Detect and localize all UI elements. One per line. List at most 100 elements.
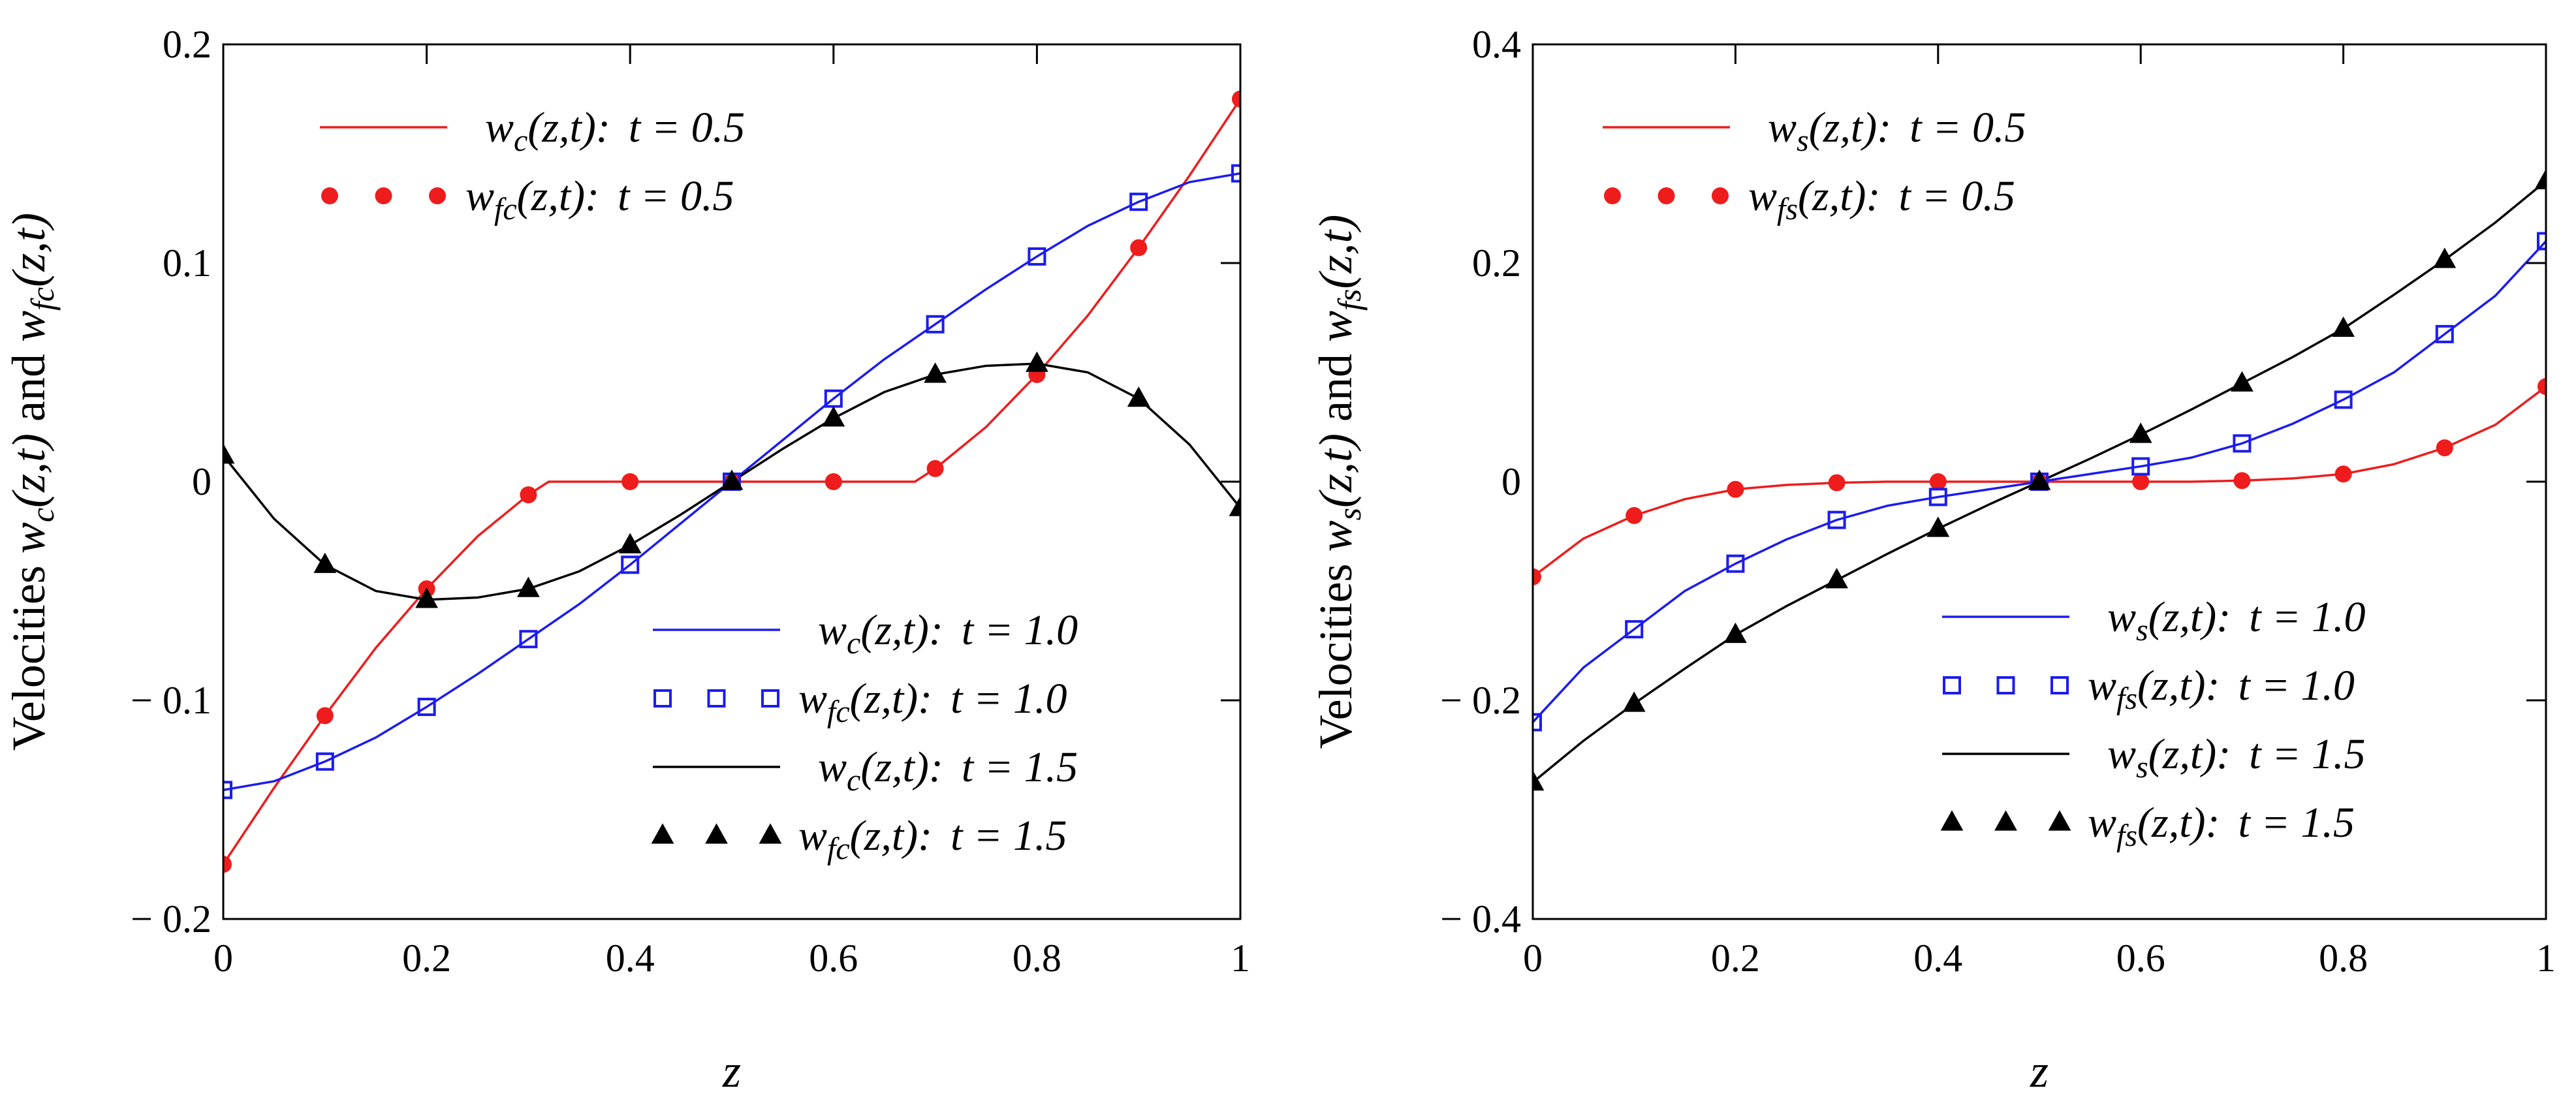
label-part: t = 0.5	[1909, 104, 2026, 151]
legend-swatch-wfs15	[1940, 810, 1964, 831]
label-part: (z,t)	[1310, 433, 1362, 508]
label-part: w	[3, 522, 55, 553]
data-point-wfc15	[1229, 495, 1240, 516]
data-point-wfs10	[1827, 510, 1846, 529]
data-point-wfs15	[1724, 622, 1747, 644]
data-point-wfc15	[415, 587, 438, 608]
label-part: w	[798, 812, 827, 860]
left-chart-panel: − 0.2 − 0.1 0 0.1 0.2 0 0.2 0.4 0.6 0.8 1 z Velociti…	[3, 23, 1250, 1097]
label-part: w	[3, 311, 55, 342]
data-point-wfs15	[2433, 247, 2457, 268]
data-point-wfc10	[315, 752, 334, 771]
legend-label-wc10: wc(z,t): t = 1.0	[818, 606, 1078, 661]
data-point-wfc15	[822, 406, 845, 427]
label-part: t = 1.0	[950, 675, 1067, 723]
x-tick-label: 0.2	[402, 937, 451, 980]
data-point-wfc10	[519, 630, 538, 649]
y-tick-label: 0	[1501, 460, 1521, 503]
data-point-wfc10	[621, 555, 640, 574]
y-tick-label: − 0.2	[131, 897, 212, 941]
label-part: fc	[827, 694, 850, 729]
label-part: (z,t):	[527, 104, 610, 151]
label-part: s	[2136, 613, 2148, 647]
data-point-wfs15	[2332, 316, 2355, 337]
legend-swatch-wfc10	[707, 689, 726, 708]
legend-label-ws15: ws(z,t): t = 1.5	[2107, 730, 2366, 785]
x-tick-label: 0.4	[1913, 937, 1962, 980]
legend-label-wfs10: wfs(z,t): t = 1.0	[2088, 662, 2355, 716]
data-point-wfs15	[1533, 770, 1545, 791]
label-part: w	[465, 172, 494, 220]
label-part: Velocities	[3, 553, 55, 751]
x-tick-label: 0.8	[1013, 937, 1061, 980]
x-tick-label: 1	[1231, 937, 1250, 980]
label-part: (z,t):	[2137, 799, 2220, 847]
label-part: t = 1.5	[2249, 730, 2365, 778]
x-tick-label: 0.8	[2319, 937, 2368, 980]
data-point-wfc15	[618, 533, 642, 553]
plot-area	[1533, 168, 2546, 791]
data-point-wfc15	[517, 576, 540, 597]
data-point-wfs05	[1929, 473, 1947, 490]
data-point-wfs10	[2435, 324, 2454, 343]
legend-swatch-wfc05	[321, 187, 338, 204]
label-part: (z,t):	[850, 675, 932, 723]
data-point-wfs05	[1533, 568, 1541, 585]
label-part: w	[818, 743, 847, 791]
data-point-wfs15	[2231, 371, 2254, 392]
data-point-wfc05	[926, 459, 944, 477]
data-point-wfs15	[1825, 568, 1848, 589]
label-part: t = 0.5	[618, 172, 734, 220]
label-part: fs	[2116, 681, 2137, 716]
data-point-wfc05	[621, 473, 639, 490]
data-point-wfs05	[2132, 473, 2150, 490]
data-point-wfc10	[926, 315, 945, 334]
data-point-wfs10	[2334, 390, 2353, 409]
data-point-wfs05	[2334, 465, 2352, 483]
y-tick-label: 0	[192, 460, 212, 503]
label-part: (z,t):	[850, 812, 932, 860]
data-point-wfs10	[1533, 713, 1542, 732]
data-point-wfc10	[1129, 193, 1148, 211]
legend-swatch-wfc05	[429, 187, 446, 204]
legend-swatch-wfc15	[705, 823, 728, 844]
data-point-wfc15	[720, 469, 744, 490]
y-tick-label: − 0.2	[1440, 679, 1521, 722]
x-tick-label: 1	[2536, 937, 2556, 980]
data-point-wfc15	[1026, 351, 1048, 372]
legend-label-wfc05: wfc(z,t): t = 0.5	[465, 172, 734, 226]
label-part: (z,t)	[3, 433, 55, 508]
data-point-wfs15	[1622, 691, 1646, 712]
label-part: w	[2107, 593, 2136, 641]
data-point-wfc15	[313, 552, 337, 573]
y-axis-title: Velocities ws(z,t) and wfs(z,t)	[1310, 215, 1368, 749]
label-part: and	[3, 342, 55, 433]
legend-label-wfs05: wfs(z,t): t = 0.5	[1748, 172, 2015, 226]
legend-swatch-wfs05	[1604, 187, 1621, 204]
label-part: fs	[1777, 192, 1798, 226]
label-part: c	[514, 123, 527, 158]
label-part: s	[1331, 508, 1368, 520]
label-part: w	[1768, 104, 1797, 151]
legend-swatch-wfs05	[1712, 187, 1729, 204]
x-axis-title: z	[2030, 1045, 2049, 1097]
label-part: w	[485, 104, 514, 151]
data-point-wfs05	[2436, 439, 2453, 457]
legend-swatch-wfs10	[2050, 676, 2069, 694]
legend-swatch-wfc05	[375, 187, 392, 204]
label-part: (z,t):	[2137, 662, 2220, 709]
y-tick-label: 0.4	[1472, 23, 1521, 66]
legend-label-wfc10: wfc(z,t): t = 1.0	[798, 675, 1067, 729]
label-part: w	[818, 606, 847, 654]
data-point-wfc05	[520, 486, 537, 504]
label-part: c	[24, 508, 61, 522]
x-tick-label: 0.4	[606, 937, 655, 980]
data-point-wfc15	[1127, 386, 1150, 407]
data-point-wfc10	[1231, 164, 1240, 183]
x-tick-label: 0.6	[809, 937, 858, 980]
data-point-wfs10	[2537, 232, 2546, 251]
data-point-wfs05	[1626, 506, 1643, 524]
label-part: fs	[1331, 289, 1368, 311]
label-part: t = 1.0	[2238, 662, 2355, 709]
